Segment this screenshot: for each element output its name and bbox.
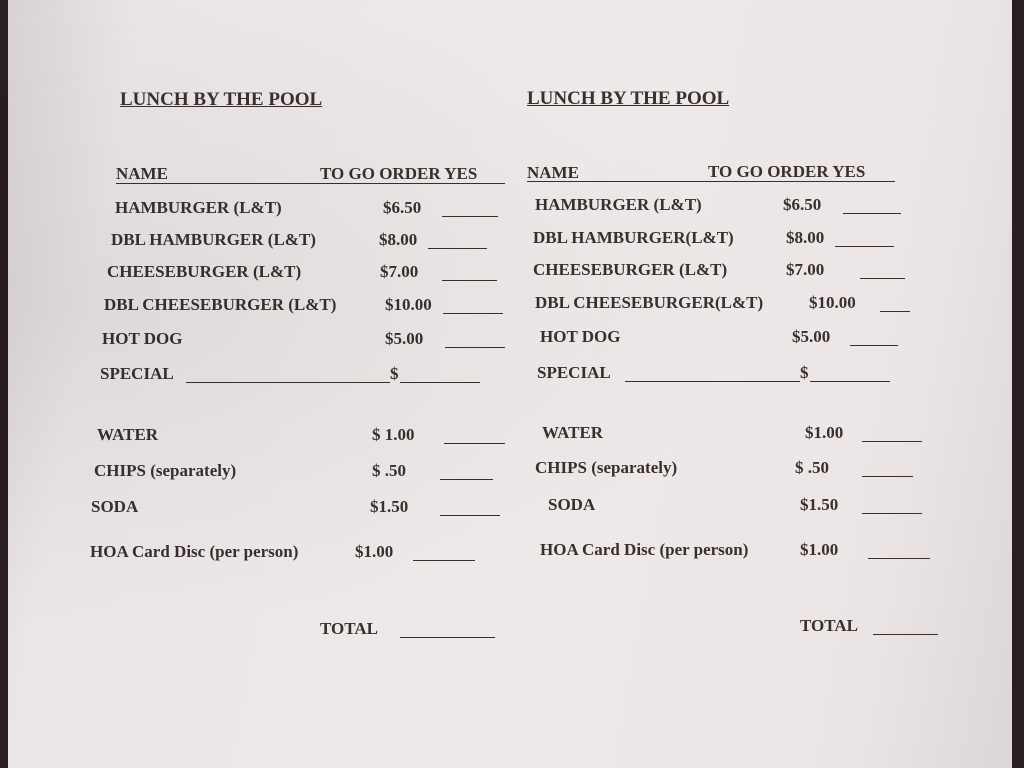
special-name-blank[interactable] xyxy=(625,381,800,382)
menu-item-label: WATER xyxy=(97,425,159,444)
name-field-line[interactable] xyxy=(116,183,505,184)
menu-item-label: DBL HAMBURGER (L&T) xyxy=(111,230,316,249)
form-title: LUNCH BY THE POOL xyxy=(120,89,323,110)
menu-item-label: DBL HAMBURGER(L&T) xyxy=(533,228,734,247)
menu-item-label: SODA xyxy=(91,497,139,516)
menu-item-label: HOT DOG xyxy=(540,327,621,346)
menu-item-price: $6.50 xyxy=(783,195,822,214)
quantity-blank[interactable] xyxy=(444,443,505,444)
quantity-blank[interactable] xyxy=(850,345,898,346)
menu-item-price: $10.00 xyxy=(385,295,432,314)
header-name: NAME xyxy=(527,163,579,182)
menu-item-label: SODA xyxy=(548,495,596,514)
menu-item-label: CHEESEBURGER (L&T) xyxy=(107,262,302,281)
menu-item-price: $1.00 xyxy=(805,423,844,442)
order-form-paper xyxy=(8,0,1012,768)
menu-item-price: $1.50 xyxy=(800,495,839,514)
quantity-blank[interactable] xyxy=(428,248,487,249)
menu-item-label: HAMBURGER (L&T) xyxy=(535,195,702,214)
menu-item-label: WATER xyxy=(542,423,604,442)
menu-item-price: $ xyxy=(800,363,809,382)
menu-item-label: CHEESEBURGER (L&T) xyxy=(533,260,728,279)
quantity-blank[interactable] xyxy=(862,513,922,514)
menu-item-price: $8.00 xyxy=(786,228,825,247)
quantity-blank[interactable] xyxy=(880,311,910,312)
menu-item-price: $ xyxy=(390,364,399,383)
menu-item-price: $5.00 xyxy=(792,327,831,346)
menu-item-label: HOA Card Disc (per person) xyxy=(90,542,299,561)
name-field-line[interactable] xyxy=(527,181,895,182)
menu-item-price: $10.00 xyxy=(809,293,856,312)
quantity-blank[interactable] xyxy=(442,216,498,217)
total-label: TOTAL xyxy=(800,616,858,635)
quantity-blank[interactable] xyxy=(843,213,901,214)
special-name-blank[interactable] xyxy=(186,382,390,383)
quantity-blank[interactable] xyxy=(445,347,505,348)
quantity-blank[interactable] xyxy=(862,441,922,442)
quantity-blank[interactable] xyxy=(413,560,475,561)
total-blank[interactable] xyxy=(400,637,495,638)
menu-item-price: $1.50 xyxy=(370,497,409,516)
menu-item-label: SPECIAL xyxy=(537,363,611,382)
quantity-blank[interactable] xyxy=(440,479,493,480)
quantity-blank[interactable] xyxy=(835,246,894,247)
header-to-go-order: TO GO ORDER YES xyxy=(708,162,866,181)
total-blank[interactable] xyxy=(873,634,938,635)
header-to-go-order: TO GO ORDER YES xyxy=(320,164,478,183)
menu-item-price: $ 1.00 xyxy=(372,425,415,444)
menu-item-label: CHIPS (separately) xyxy=(535,458,678,477)
quantity-blank[interactable] xyxy=(868,558,930,559)
menu-item-price: $5.00 xyxy=(385,329,424,348)
menu-item-label: HAMBURGER (L&T) xyxy=(115,198,282,217)
menu-item-price: $7.00 xyxy=(786,260,825,279)
menu-item-label: DBL CHEESEBURGER(L&T) xyxy=(535,293,764,312)
form-title: LUNCH BY THE POOL xyxy=(527,88,730,109)
menu-item-label: HOT DOG xyxy=(102,329,183,348)
menu-item-label: CHIPS (separately) xyxy=(94,461,237,480)
quantity-blank[interactable] xyxy=(400,382,480,383)
menu-item-price: $1.00 xyxy=(355,542,394,561)
menu-item-price: $6.50 xyxy=(383,198,422,217)
quantity-blank[interactable] xyxy=(810,381,890,382)
header-name: NAME xyxy=(116,164,168,183)
menu-item-price: $7.00 xyxy=(380,262,419,281)
quantity-blank[interactable] xyxy=(442,280,497,281)
menu-item-label: DBL CHEESEBURGER (L&T) xyxy=(104,295,337,314)
quantity-blank[interactable] xyxy=(443,313,503,314)
menu-item-label: SPECIAL xyxy=(100,364,174,383)
menu-item-price: $8.00 xyxy=(379,230,418,249)
quantity-blank[interactable] xyxy=(862,476,913,477)
total-label: TOTAL xyxy=(320,619,378,638)
quantity-blank[interactable] xyxy=(440,515,500,516)
menu-item-label: HOA Card Disc (per person) xyxy=(540,540,749,559)
menu-item-price: $ .50 xyxy=(372,461,406,480)
menu-item-price: $1.00 xyxy=(800,540,839,559)
menu-item-price: $ .50 xyxy=(795,458,829,477)
quantity-blank[interactable] xyxy=(860,278,905,279)
